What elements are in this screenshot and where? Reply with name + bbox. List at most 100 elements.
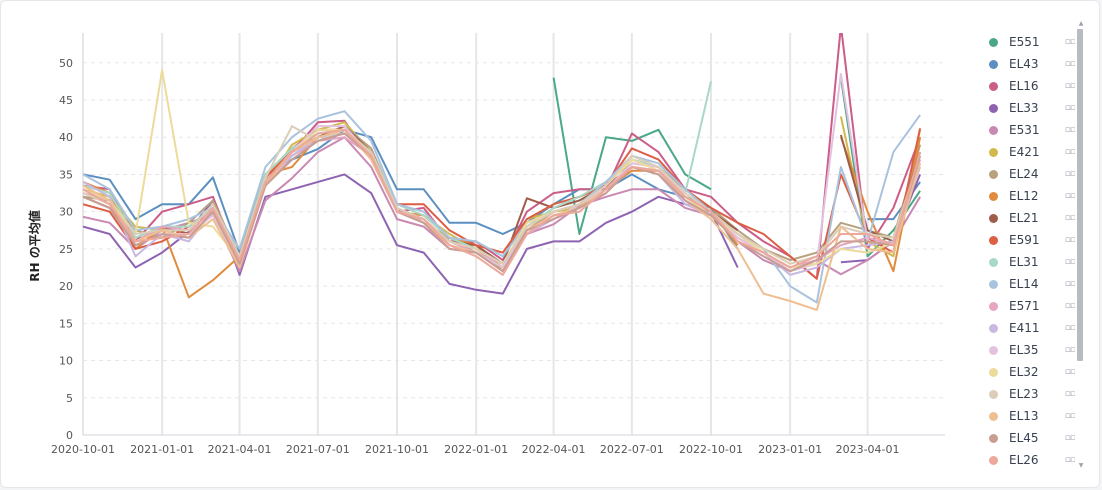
axes: 0 5 10 15 20 25 30 35 40 45 50 2020-10-01 2021-01-01… xyxy=(51,57,945,456)
y-tick-label: 30 xyxy=(59,206,73,219)
legend-marker xyxy=(989,301,998,311)
series-line-el23[interactable] xyxy=(83,125,922,265)
legend-item-el14[interactable]: EL14 ▫▫ xyxy=(989,273,1075,295)
legend-scrollbar[interactable]: ▲ ▼ xyxy=(1077,20,1085,469)
legend: E551 ▫▫ EL43 ▫▫ EL16 ▫▫ EL33 ▫▫ E531 ▫▫ E421 ▫▫ EL24… xyxy=(989,31,1075,471)
legend-item-el45[interactable]: EL45 ▫▫ xyxy=(989,427,1075,449)
scroll-down-icon[interactable]: ▼ xyxy=(1078,462,1084,469)
legend-label: EL13 xyxy=(1009,409,1039,423)
legend-item-e591[interactable]: E591 ▫▫ xyxy=(989,229,1075,251)
legend-label: EL14 xyxy=(1009,277,1039,291)
legend-marker xyxy=(989,37,998,47)
legend-marker xyxy=(989,191,998,201)
legend-label: EL21 xyxy=(1009,211,1039,225)
more-options-icon[interactable]: ▫▫ xyxy=(1064,37,1075,47)
y-tick-label: 50 xyxy=(59,57,73,70)
legend-item-el35[interactable]: EL35 ▫▫ xyxy=(989,339,1075,361)
series-lines xyxy=(83,26,922,311)
more-options-icon[interactable]: ▫▫ xyxy=(1064,191,1075,201)
legend-marker xyxy=(989,279,998,289)
series-line-el45[interactable] xyxy=(83,132,922,273)
legend-item-el24[interactable]: EL24 ▫▫ xyxy=(989,163,1075,185)
series-line-el43[interactable] xyxy=(83,128,921,254)
legend-marker xyxy=(989,455,998,465)
legend-label: EL12 xyxy=(1009,189,1039,203)
grid xyxy=(82,33,945,435)
y-tick-label: 45 xyxy=(59,94,73,107)
legend-item-e571[interactable]: E571 ▫▫ xyxy=(989,295,1075,317)
legend-marker xyxy=(989,81,998,91)
legend-item-e531[interactable]: E531 ▫▫ xyxy=(989,119,1075,141)
series-line-el16[interactable] xyxy=(83,26,922,280)
legend-label: EL33 xyxy=(1009,101,1039,115)
legend-marker xyxy=(989,103,998,113)
legend-item-el13[interactable]: EL13 ▫▫ xyxy=(989,405,1075,427)
legend-marker xyxy=(989,389,998,399)
legend-marker xyxy=(989,345,998,355)
x-tick-label: 2021-04-01 xyxy=(208,443,272,456)
y-tick-label: 20 xyxy=(59,280,73,293)
legend-label: EL23 xyxy=(1009,387,1039,401)
legend-item-el43[interactable]: EL43 ▫▫ xyxy=(989,53,1075,75)
legend-label: EL43 xyxy=(1009,57,1039,71)
more-options-icon[interactable]: ▫▫ xyxy=(1064,301,1075,311)
more-options-icon[interactable]: ▫▫ xyxy=(1064,235,1075,245)
x-tick-label: 2022-01-01 xyxy=(444,443,508,456)
more-options-icon[interactable]: ▫▫ xyxy=(1064,411,1075,421)
legend-label: EL31 xyxy=(1009,255,1039,269)
more-options-icon[interactable]: ▫▫ xyxy=(1064,103,1075,113)
more-options-icon[interactable]: ▫▫ xyxy=(1064,125,1075,135)
more-options-icon[interactable]: ▫▫ xyxy=(1064,389,1075,399)
scroll-up-icon[interactable]: ▲ xyxy=(1078,20,1084,27)
legend-label: E421 xyxy=(1009,145,1040,159)
more-options-icon[interactable]: ▫▫ xyxy=(1064,59,1075,69)
y-tick-label: 0 xyxy=(66,429,73,442)
more-options-icon[interactable]: ▫▫ xyxy=(1064,81,1075,91)
legend-item-el21[interactable]: EL21 ▫▫ xyxy=(989,207,1075,229)
legend-item-el33[interactable]: EL33 ▫▫ xyxy=(989,97,1075,119)
legend-item-el26[interactable]: EL26 ▫▫ xyxy=(989,449,1075,471)
more-options-icon[interactable]: ▫▫ xyxy=(1064,323,1075,333)
series-line-el24[interactable] xyxy=(83,125,922,269)
more-options-icon[interactable]: ▫▫ xyxy=(1064,213,1075,223)
legend-item-el32[interactable]: EL32 ▫▫ xyxy=(989,361,1075,383)
x-tick-label: 2023-04-01 xyxy=(836,443,900,456)
series-line-e571[interactable] xyxy=(83,136,922,269)
more-options-icon[interactable]: ▫▫ xyxy=(1064,345,1075,355)
series-line-e421[interactable] xyxy=(83,116,922,269)
x-tick-label: 2022-04-01 xyxy=(522,443,586,456)
legend-item-e411[interactable]: E411 ▫▫ xyxy=(989,317,1075,339)
legend-item-el12[interactable]: EL12 ▫▫ xyxy=(989,185,1075,207)
legend-label: EL32 xyxy=(1009,365,1039,379)
legend-item-e551[interactable]: E551 ▫▫ xyxy=(989,31,1075,53)
more-options-icon[interactable]: ▫▫ xyxy=(1064,367,1075,377)
legend-item-e421[interactable]: E421 ▫▫ xyxy=(989,141,1075,163)
series-line-el21[interactable] xyxy=(83,125,922,265)
legend-marker xyxy=(989,235,998,245)
legend-marker xyxy=(989,257,998,267)
more-options-icon[interactable]: ▫▫ xyxy=(1064,279,1075,289)
series-line-el26[interactable] xyxy=(83,128,922,276)
y-tick-label: 40 xyxy=(59,131,73,144)
legend-marker xyxy=(989,213,998,223)
y-tick-label: 5 xyxy=(66,392,73,405)
legend-marker xyxy=(989,125,998,135)
more-options-icon[interactable]: ▫▫ xyxy=(1064,169,1075,179)
more-options-icon[interactable]: ▫▫ xyxy=(1064,257,1075,267)
scrollbar-thumb[interactable] xyxy=(1077,29,1083,361)
legend-marker xyxy=(989,147,998,157)
legend-item-el16[interactable]: EL16 ▫▫ xyxy=(989,75,1075,97)
legend-item-el31[interactable]: EL31 ▫▫ xyxy=(989,251,1075,273)
legend-label: EL26 xyxy=(1009,453,1039,467)
y-tick-label: 10 xyxy=(59,355,73,368)
y-tick-label: 15 xyxy=(59,317,73,330)
more-options-icon[interactable]: ▫▫ xyxy=(1064,147,1075,157)
x-tick-label: 2020-10-01 xyxy=(51,443,115,456)
series-line-el35[interactable] xyxy=(83,72,922,273)
more-options-icon[interactable]: ▫▫ xyxy=(1064,433,1075,443)
legend-marker xyxy=(989,169,998,179)
legend-item-el23[interactable]: EL23 ▫▫ xyxy=(989,383,1075,405)
more-options-icon[interactable]: ▫▫ xyxy=(1064,455,1075,465)
legend-label: E551 xyxy=(1009,35,1040,49)
